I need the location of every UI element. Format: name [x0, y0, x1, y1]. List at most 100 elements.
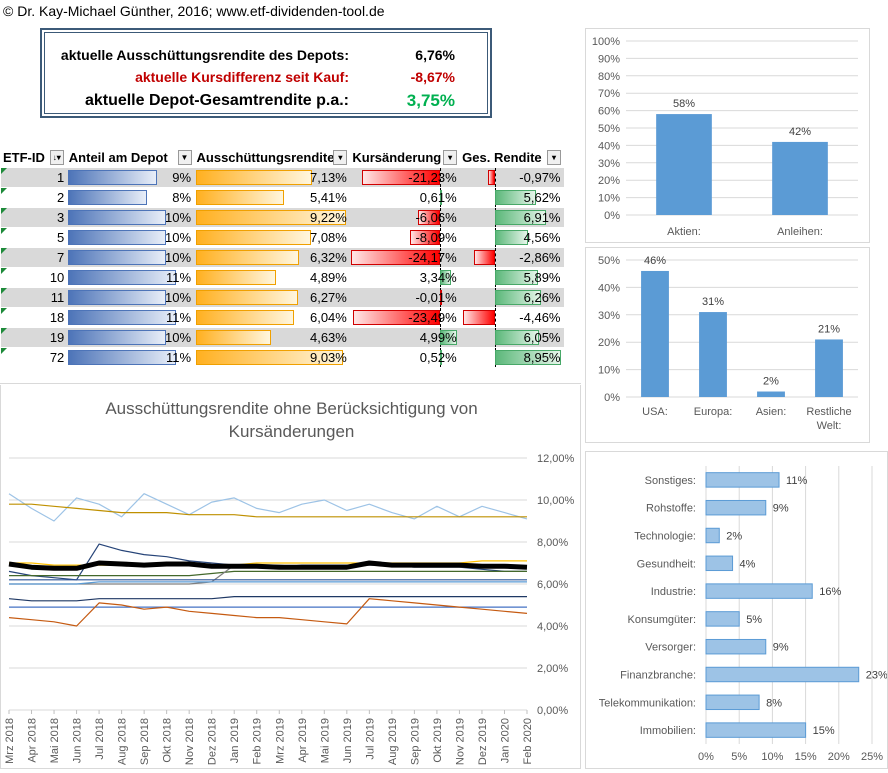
cell-price-change[interactable]: 0,61%	[349, 187, 460, 208]
data-label: 46%	[644, 255, 666, 267]
cell-share[interactable]: 10%	[66, 247, 195, 268]
cell-price-change[interactable]: 0,52%	[349, 347, 460, 368]
dropdown-icon[interactable]: ▾	[333, 150, 348, 165]
cell-etf-id[interactable]: 18	[0, 307, 67, 328]
depot-summary-box: aktuelle Ausschüttungsrendite des Depots…	[40, 28, 492, 118]
cell-total-return[interactable]: 6,05%	[459, 327, 564, 348]
cell-price-change[interactable]: 4,99%	[349, 327, 460, 348]
total-return-bar	[494, 210, 546, 225]
cell-etf-id[interactable]: 19	[0, 327, 67, 348]
category-label: Konsumgüter:	[628, 614, 696, 626]
header-total-return[interactable]: Ges. Rendite ▾	[459, 146, 564, 168]
cell-etf-id[interactable]: 5	[0, 227, 67, 248]
cell-price-change[interactable]: -23,49%	[349, 307, 460, 328]
cell-share[interactable]: 11%	[66, 267, 195, 288]
cell-total-return[interactable]: 5,62%	[459, 187, 564, 208]
cell-dividend-yield[interactable]: 6,04%	[194, 307, 350, 328]
x-tick-label: Jul 2019	[364, 718, 376, 760]
header-etf-id[interactable]: ETF-ID ↓▾	[0, 146, 67, 168]
header-share[interactable]: Anteil am Depot ▼	[65, 146, 195, 168]
cell-price-change[interactable]: 3,34%	[349, 267, 460, 288]
cell-share[interactable]: 10%	[66, 327, 195, 348]
x-tick-label: Nov 2019	[454, 718, 466, 765]
dividend-bar	[196, 330, 272, 345]
etf-id-value: 7	[57, 250, 65, 265]
data-label: 16%	[819, 586, 841, 598]
price-change-value: -8,09%	[415, 230, 457, 245]
cell-etf-id[interactable]: 2	[0, 187, 67, 208]
dividend-value: 9,03%	[309, 350, 347, 365]
series-line	[8, 596, 527, 602]
dividend-value: 7,08%	[309, 230, 347, 245]
price-change-value: -6,06%	[415, 210, 457, 225]
cell-dividend-yield[interactable]: 9,03%	[194, 347, 350, 368]
cell-price-change[interactable]: -6,06%	[349, 207, 460, 228]
table-divider	[0, 383, 581, 384]
cell-etf-id[interactable]: 1	[0, 167, 67, 188]
cell-total-return[interactable]: 6,91%	[459, 207, 564, 228]
dividend-bar	[196, 290, 299, 305]
bar	[705, 638, 767, 655]
cell-share[interactable]: 8%	[66, 187, 195, 208]
cell-dividend-yield[interactable]: 9,22%	[194, 207, 350, 228]
cell-etf-id[interactable]: 72	[0, 347, 67, 368]
cell-price-change[interactable]: -0,01%	[349, 287, 460, 308]
zero-axis-line	[494, 248, 496, 267]
cell-etf-id[interactable]: 7	[0, 247, 67, 268]
dividend-yield-line-chart: Ausschüttungsrendite ohne Berücksichtigu…	[0, 385, 581, 769]
header-price-change[interactable]: Kursänderung ▾	[349, 146, 461, 168]
dropdown-icon[interactable]: ▾	[443, 150, 458, 165]
cell-total-return[interactable]: -2,86%	[459, 247, 564, 268]
cell-dividend-yield[interactable]: 4,63%	[194, 327, 350, 348]
y-tick-label: 20%	[598, 337, 620, 349]
share-bar	[68, 330, 167, 345]
category-label: Europa:	[694, 406, 733, 418]
cell-dividend-yield[interactable]: 6,27%	[194, 287, 350, 308]
cell-total-return[interactable]: -4,46%	[459, 307, 564, 328]
cell-total-return[interactable]: 8,95%	[459, 347, 564, 368]
category-label: Asien:	[756, 406, 787, 418]
cell-share[interactable]: 11%	[66, 347, 195, 368]
cell-total-return[interactable]: -0,97%	[459, 167, 564, 188]
table-row: 2 8% 5,41% 0,61% 5,62%	[0, 187, 564, 208]
dropdown-icon[interactable]: ▾	[547, 150, 561, 165]
cell-etf-id[interactable]: 11	[0, 287, 67, 308]
region-svg: 0% 10% 20% 30% 40% 50% 46% USA: 31% Europa: 2% Asie…	[598, 255, 858, 432]
cell-total-return[interactable]: 6,26%	[459, 287, 564, 308]
total-return-bar	[462, 310, 495, 325]
x-tick-label: Nov 2018	[184, 718, 196, 765]
cell-share[interactable]: 10%	[66, 227, 195, 248]
cell-share[interactable]: 10%	[66, 207, 195, 228]
price-change-bar	[350, 250, 440, 265]
y-tick-label: 0%	[604, 392, 620, 404]
total-return-value: 3,75%	[406, 91, 455, 110]
cell-dividend-yield[interactable]: 4,89%	[194, 267, 350, 288]
cell-share[interactable]: 10%	[66, 287, 195, 308]
cell-etf-id[interactable]: 3	[0, 207, 67, 228]
cell-total-return[interactable]: 4,56%	[459, 227, 564, 248]
header-price-change-label: Kursänderung	[352, 149, 442, 165]
bar	[772, 141, 828, 215]
x-tick-label: 20%	[828, 751, 850, 763]
cell-dividend-yield[interactable]: 5,41%	[194, 187, 350, 208]
cell-total-return[interactable]: 5,89%	[459, 267, 564, 288]
x-tick-label: Feb 2020	[522, 718, 534, 764]
price-change-bar	[439, 290, 442, 305]
filter-icon[interactable]: ▼	[177, 150, 192, 165]
cell-dividend-yield[interactable]: 7,08%	[194, 227, 350, 248]
cell-dividend-yield[interactable]: 6,32%	[194, 247, 350, 268]
sort-dropdown-icon[interactable]: ↓▾	[49, 150, 64, 165]
cell-dividend-yield[interactable]: 7,13%	[194, 167, 350, 188]
cell-etf-id[interactable]: 10	[0, 267, 67, 288]
cell-price-change[interactable]: -24,17%	[349, 247, 460, 268]
cell-price-change[interactable]: -21,23%	[349, 167, 460, 188]
cell-price-change[interactable]: -8,09%	[349, 227, 460, 248]
cell-share[interactable]: 9%	[66, 167, 195, 188]
category-label: Restliche	[806, 406, 851, 418]
zero-axis-line	[494, 308, 496, 327]
cell-share[interactable]: 11%	[66, 307, 195, 328]
y-tick-label: 12,00%	[537, 453, 575, 465]
header-dividend-yield[interactable]: Ausschüttungsrendite ▾	[193, 146, 351, 168]
x-tick-label: Dez 2018	[207, 718, 219, 765]
error-indicator	[0, 228, 7, 234]
